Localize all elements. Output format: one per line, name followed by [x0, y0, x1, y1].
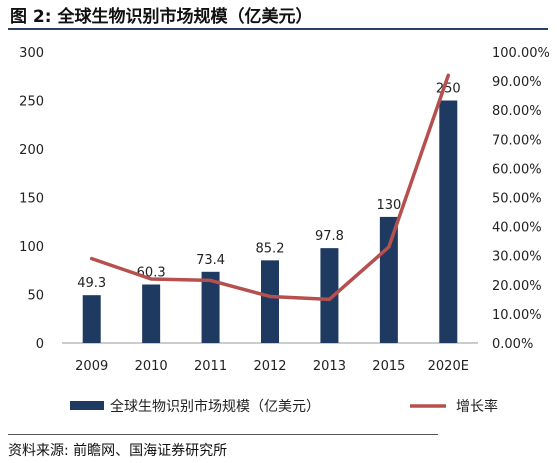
right-axis-tick-label: 40.00%	[492, 221, 542, 236]
left-axis-tick-label: 50	[27, 289, 44, 304]
bar	[439, 100, 458, 343]
category-label: 2013	[313, 359, 346, 374]
category-label: 2011	[194, 359, 227, 374]
right-axis-tick-label: 30.00%	[492, 250, 542, 265]
left-axis-tick-label: 250	[19, 95, 44, 110]
source-rule	[8, 434, 438, 435]
right-axis-tick-label: 80.00%	[492, 104, 542, 119]
right-axis-tick-label: 50.00%	[492, 192, 542, 207]
legend: 全球生物识别市场规模（亿美元） 增长率	[70, 398, 498, 415]
bar	[261, 260, 279, 343]
legend-bar-swatch	[70, 401, 104, 410]
bar-data-label: 130	[376, 198, 401, 213]
legend-line-label: 增长率	[456, 398, 498, 415]
growth-rate-line	[89, 73, 451, 302]
bar	[201, 271, 220, 343]
category-label: 2012	[253, 359, 286, 374]
left-axis-tick-label: 150	[19, 192, 44, 207]
bar-data-label: 85.2	[256, 241, 285, 256]
legend-bar-label: 全球生物识别市场规模（亿美元）	[110, 398, 320, 415]
category-labels: 2009 2010 2011 2012 2013 2015 2020E	[75, 359, 469, 374]
bar-data-label: 73.4	[196, 253, 225, 268]
left-axis-ticks: 0 50 100 150 200 250 300	[19, 46, 44, 352]
category-label: 2020E	[428, 359, 469, 374]
left-axis-tick-label: 300	[19, 46, 44, 61]
bar-data-label: 250	[436, 82, 461, 97]
right-axis-tick-label: 0.00%	[492, 337, 533, 352]
category-label: 2010	[135, 359, 168, 374]
bar-data-label: 97.8	[315, 229, 344, 244]
bar	[320, 248, 339, 343]
right-axis-tick-label: 60.00%	[492, 162, 542, 177]
right-axis-tick-label: 100.00%	[492, 46, 550, 61]
right-axis-ticks: 0.00% 10.00% 20.00% 30.00% 40.00% 50.00% 60.00…	[492, 46, 550, 352]
figure-title: 图 2: 全球生物识别市场规模（亿美元）	[10, 7, 313, 27]
bar	[142, 284, 161, 343]
bar-data-label: 49.3	[77, 276, 106, 291]
left-axis-tick-label: 100	[19, 240, 44, 255]
right-axis-tick-label: 90.00%	[492, 75, 542, 90]
category-label: 2015	[372, 359, 405, 374]
category-label: 2009	[75, 359, 108, 374]
source-note: 资料来源: 前瞻网、国海证券研究所	[8, 443, 228, 459]
right-axis-tick-label: 20.00%	[492, 279, 542, 294]
left-axis-tick-label: 0	[36, 337, 44, 352]
bars	[82, 100, 458, 343]
right-axis-tick-label: 70.00%	[492, 133, 542, 148]
left-axis-tick-label: 200	[19, 143, 44, 158]
bar	[82, 295, 101, 343]
right-axis-tick-label: 10.00%	[492, 308, 542, 323]
title-rule	[8, 28, 548, 30]
bar	[379, 216, 398, 343]
